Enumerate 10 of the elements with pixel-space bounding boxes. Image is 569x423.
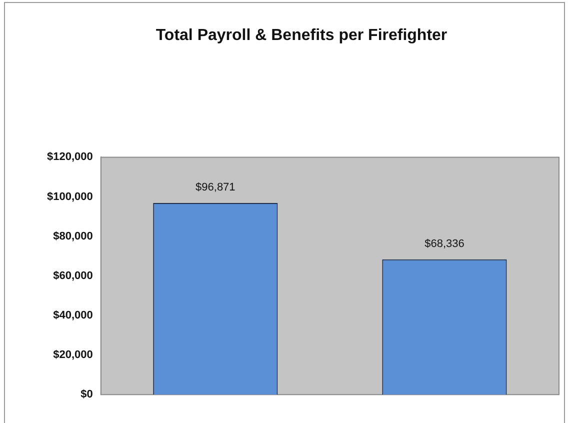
y-tick-label: $80,000 [53, 230, 93, 242]
y-tick-label: $0 [80, 388, 93, 401]
y-tick-label: $20,000 [53, 349, 93, 362]
y-tick-label: $60,000 [53, 270, 93, 282]
chart-title: Total Payroll & Benefits per Firefighter [156, 27, 448, 44]
y-tick-label: $100,000 [46, 190, 93, 203]
data-label: $68,336 [424, 238, 464, 250]
y-tick-label: $40,000 [53, 310, 93, 322]
y-tick-label: $120,000 [46, 151, 93, 164]
data-label: $96,871 [196, 181, 236, 194]
